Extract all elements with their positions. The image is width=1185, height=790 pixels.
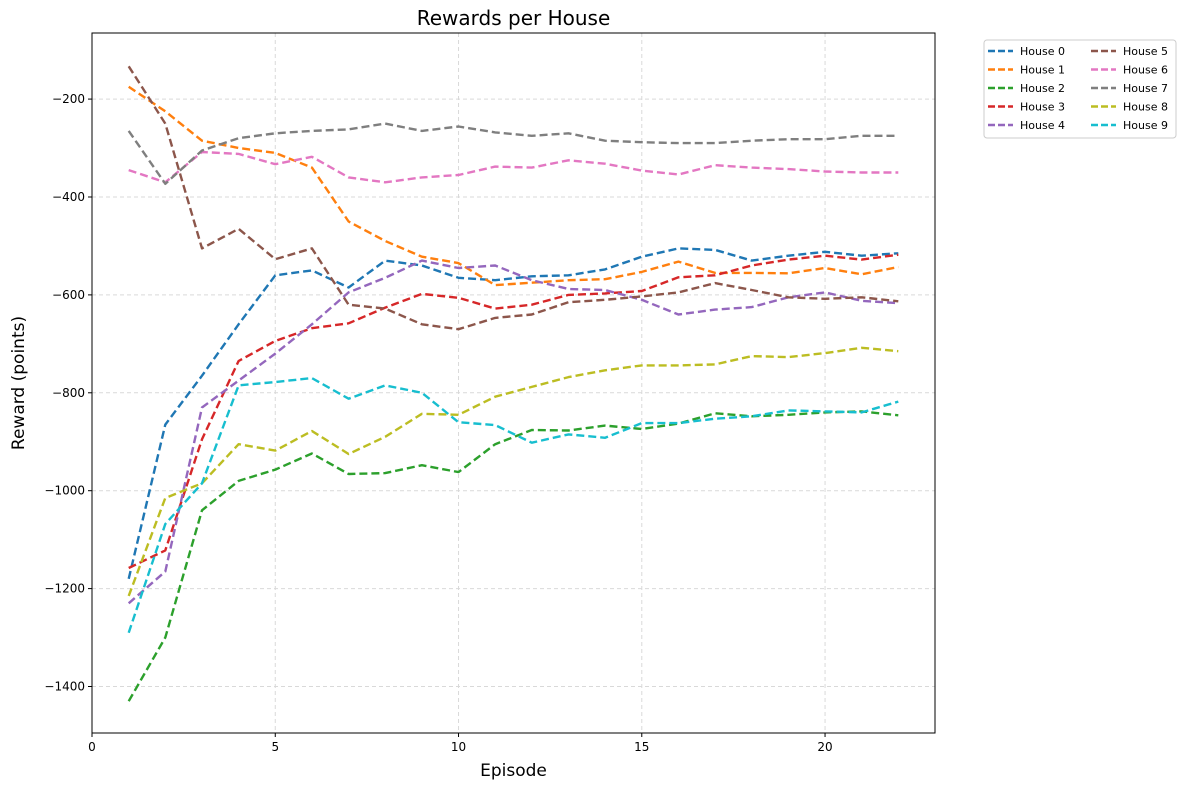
legend-box: [983, 39, 1177, 139]
legend: House 0 House 1 House 2 House 3 House 4 House…: [983, 39, 1177, 139]
y-tick-label: −800: [52, 386, 85, 400]
y-tick-label: −1400: [44, 679, 85, 693]
y-tick-label: −200: [52, 92, 85, 106]
series-line-house-5: [127, 65, 899, 331]
x-tick-label: 0: [88, 740, 96, 754]
x-tick-label: 15: [634, 740, 649, 754]
legend-label: House 4: [1020, 119, 1065, 132]
legend-label: House 5: [1123, 45, 1168, 58]
legend-label: House 8: [1123, 101, 1168, 114]
plot-frame: [91, 32, 936, 734]
series-line-house-6: [128, 150, 899, 184]
y-axis-title: Reward (points): [9, 316, 29, 450]
x-axis-title: Episode: [480, 761, 547, 781]
chart-title: Rewards per House: [417, 6, 611, 30]
grid: [91, 33, 935, 733]
series-line-house-9: [127, 376, 899, 634]
series-line-house-1: [128, 85, 899, 287]
y-tick-label: −1000: [44, 484, 85, 498]
x-tick-label: 20: [817, 740, 832, 754]
series-line-house-0: [127, 247, 899, 580]
series-line-house-7: [127, 122, 899, 186]
legend-label: House 1: [1020, 64, 1065, 77]
legend-label: House 2: [1020, 82, 1065, 95]
series-line-house-4: [127, 259, 899, 605]
x-axis-ticks: 0 5 10 15 20: [88, 733, 833, 754]
series-line-house-3: [128, 253, 899, 570]
x-tick-label: 10: [451, 740, 466, 754]
legend-label: House 7: [1123, 82, 1168, 95]
legend-label: House 3: [1020, 101, 1065, 114]
y-tick-label: −600: [52, 288, 85, 302]
series-line-house-8: [127, 346, 899, 597]
legend-label: House 9: [1123, 119, 1168, 132]
y-axis-ticks: −1400 −1200 −1000 −800 −600 −400 −200: [44, 92, 92, 693]
series-line-house-2: [127, 410, 899, 702]
x-tick-label: 5: [271, 740, 279, 754]
y-tick-label: −400: [52, 190, 85, 204]
series-lines: [127, 65, 899, 702]
legend-label: House 6: [1123, 64, 1168, 77]
y-tick-label: −1200: [44, 582, 85, 596]
legend-label: House 0: [1020, 45, 1065, 58]
